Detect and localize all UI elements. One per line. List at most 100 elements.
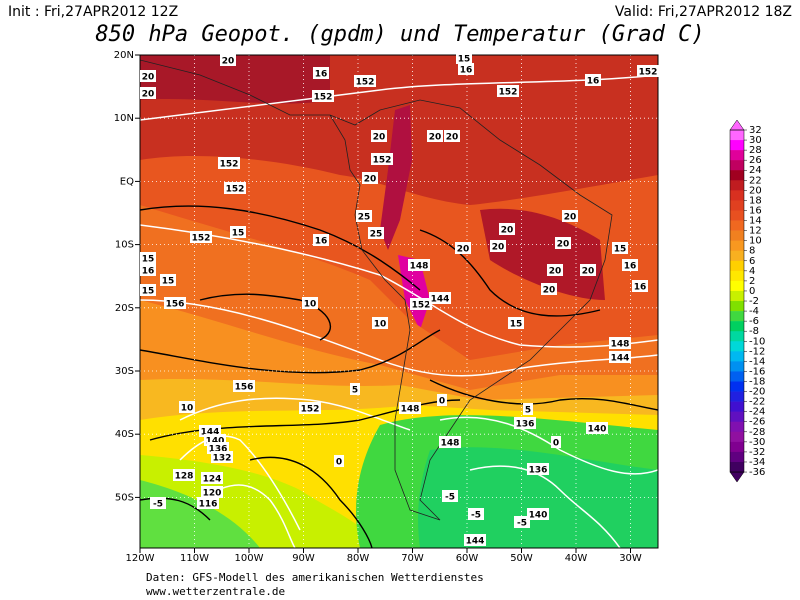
lon-label: 120W: [126, 553, 155, 564]
colorbar-label: -14: [749, 356, 765, 367]
contour-label: 16: [587, 77, 600, 87]
contour-label: 16: [142, 267, 155, 277]
contour-label-box: [140, 252, 156, 264]
contour-label: 5: [352, 386, 358, 396]
contour-label-box: [585, 74, 601, 86]
contour-label-box: [562, 210, 578, 222]
lon-label: 30W: [619, 553, 642, 564]
init-time: Init : Fri,27APR2012 12Z: [8, 4, 178, 20]
contour-label: 20: [557, 240, 570, 250]
contour-label-box: [456, 52, 472, 64]
contour-label-box: [439, 436, 461, 448]
contour-label: 152: [226, 185, 245, 195]
lon-label: 80W: [347, 553, 370, 564]
contour-label: 20: [142, 90, 155, 100]
colorbar-label: -26: [749, 417, 765, 428]
contour-label-box: [612, 242, 628, 254]
contour-label: 20: [429, 133, 442, 143]
contour-label: 148: [410, 262, 429, 272]
contour-label-box: [356, 210, 372, 222]
temperature-field: [140, 55, 658, 548]
contour-label: 25: [370, 230, 383, 240]
colorbar-label: -8: [749, 326, 759, 337]
contour-label-box: [455, 242, 471, 254]
contour-label-box: [442, 490, 458, 502]
contour-label-box: [458, 63, 474, 75]
lat-label: 20S: [115, 303, 134, 314]
colorbar-segment: [730, 150, 744, 161]
colorbar-label: 20: [749, 185, 762, 196]
contour-label: 0: [336, 458, 342, 468]
colorbar-label: -20: [749, 387, 765, 398]
colorbar-segment: [730, 351, 744, 362]
contour-label-box: [371, 130, 387, 142]
contour-label: 16: [315, 237, 328, 247]
contour-label: 16: [624, 262, 637, 272]
contour-label-box: [372, 317, 388, 329]
contour-label-box: [490, 240, 506, 252]
contour-label-box: [399, 402, 421, 414]
colorbar-label: 16: [749, 205, 762, 216]
contour-label-box: [150, 497, 166, 509]
colorbar-label: -4: [749, 306, 759, 317]
contour-label: 148: [401, 405, 420, 415]
contour-label: 156: [166, 300, 185, 310]
contour-label: 20: [549, 267, 562, 277]
colorbar-label: -6: [749, 316, 759, 327]
contour-label: 152: [220, 160, 239, 170]
lon-label: 60W: [456, 553, 479, 564]
contour-label-box: [632, 280, 648, 292]
contour-label-box: [362, 172, 378, 184]
contour-label-box: [555, 237, 571, 249]
contour-label-box: [197, 497, 219, 509]
colorbar-top-arrow: [729, 119, 745, 131]
contour-label: 15: [142, 255, 155, 265]
contour-label: 152: [356, 78, 375, 88]
colorbar-segment: [730, 371, 744, 382]
colorbar-label: 24: [749, 165, 762, 176]
colorbar-segment: [730, 431, 744, 443]
lat-label: EQ: [120, 176, 134, 187]
colorbar-segment: [730, 230, 744, 241]
colorbar-segment: [730, 301, 744, 312]
colorbar-label: -32: [749, 447, 765, 458]
data-source: Daten: GFS-Modell des amerikanischen Wet…: [146, 571, 484, 584]
colorbar-segment: [730, 140, 744, 151]
contour-label: -5: [153, 500, 163, 510]
map-title: 850 hPa Geopot. (gpdm) und Temperatur (G…: [95, 22, 704, 47]
contour-label-box: [201, 472, 223, 484]
contour-label-box: [211, 451, 233, 463]
colorbar-label: 32: [749, 125, 762, 136]
contour-label: 152: [301, 405, 320, 415]
contour-label: 20: [501, 226, 514, 236]
contour-label: 20: [457, 245, 470, 255]
colorbar-label: 2: [749, 276, 755, 287]
contour-label-box: [140, 87, 156, 99]
contour-label-box: [354, 75, 376, 87]
contour-label-box: [637, 65, 659, 77]
contour-label: 132: [213, 454, 232, 464]
colorbar-label: 14: [749, 216, 762, 227]
colorbar-label: -24: [749, 407, 765, 418]
contour-label: 20: [142, 73, 155, 83]
contour-label: 16: [634, 283, 647, 293]
colorbar-segment: [730, 341, 744, 352]
contour-label-box: [586, 422, 608, 434]
colorbar-segment: [730, 331, 744, 342]
colorbar-segment: [730, 401, 744, 412]
contour-label-box: [220, 54, 236, 66]
colorbar-segment: [730, 381, 744, 392]
colorbar-segment: [730, 260, 744, 272]
contour-label: 124: [203, 475, 222, 485]
contour-label-box: [190, 231, 212, 243]
contour-label-box: [140, 264, 156, 276]
contour-label-box: [302, 297, 318, 309]
colorbar-segment: [730, 361, 744, 372]
contour-label: 20: [373, 133, 386, 143]
contour-label-box: [609, 351, 631, 363]
contour-label: 10: [181, 404, 194, 414]
colorbar-label: -34: [749, 457, 765, 468]
colorbar-segment: [730, 391, 744, 402]
